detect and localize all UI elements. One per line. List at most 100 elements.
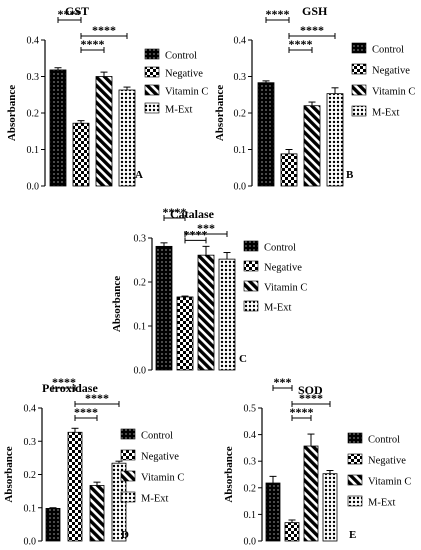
significance-label: **** xyxy=(266,7,290,21)
legend-label: Control xyxy=(141,431,173,442)
legend-label: Vitamin C xyxy=(368,477,411,488)
y-axis-label: Absorbance xyxy=(3,446,15,502)
panel-label: E xyxy=(349,529,356,541)
chart-panel-d: Peroxidase0.00.10.20.30.4Absorbance*****… xyxy=(3,375,184,548)
y-axis-label: Absorbance xyxy=(223,446,235,502)
bar-m-ext xyxy=(326,93,344,187)
y-tick-label: 0.2 xyxy=(234,109,247,120)
legend-label: Negative xyxy=(372,66,410,77)
legend-swatch xyxy=(347,495,363,507)
bar-control xyxy=(265,482,281,542)
significance-label: **** xyxy=(52,375,76,389)
legend-swatch xyxy=(144,84,160,96)
y-tick-label: 0.1 xyxy=(134,322,147,333)
significance-label: **** xyxy=(184,227,208,241)
legend-label: Vitamin C xyxy=(165,87,208,98)
panel-label: D xyxy=(121,529,129,541)
panel-label: B xyxy=(346,169,354,181)
legend-label: M-Ext xyxy=(368,498,395,509)
bar-control xyxy=(155,245,173,371)
bar-negative xyxy=(72,122,90,187)
bar-vitamin-c xyxy=(197,254,215,371)
y-tick-label: 0.2 xyxy=(27,109,40,120)
significance-label: **** xyxy=(81,37,105,51)
significance-label: **** xyxy=(300,23,324,37)
legend-swatch xyxy=(351,84,367,96)
panel-label: A xyxy=(135,169,143,181)
legend-label: Control xyxy=(165,51,197,62)
y-tick-label: 0.1 xyxy=(244,510,257,521)
significance-label: *** xyxy=(274,375,292,389)
legend-swatch xyxy=(144,102,160,114)
legend-swatch xyxy=(351,63,367,75)
legend-swatch xyxy=(120,428,136,440)
significance-label: **** xyxy=(289,37,313,51)
y-tick-label: 0.1 xyxy=(24,503,37,514)
legend-swatch xyxy=(120,470,136,482)
chart-panel-b: GSH0.00.10.20.30.4Absorbance************… xyxy=(214,4,415,193)
significance-label: *** xyxy=(197,221,215,235)
chart-title: SOD xyxy=(298,383,323,397)
y-tick-label: 0.3 xyxy=(24,437,37,448)
y-tick-label: 0.4 xyxy=(244,430,257,441)
bar-m-ext xyxy=(118,89,136,187)
y-tick-label: 0.2 xyxy=(244,483,257,494)
legend-swatch xyxy=(243,280,259,292)
y-tick-label: 0.1 xyxy=(27,145,40,156)
y-tick-label: 0.3 xyxy=(134,234,147,245)
legend-label: Vitamin C xyxy=(141,473,184,484)
legend-label: Negative xyxy=(165,69,203,80)
bar-negative xyxy=(67,431,83,542)
chart-panel-c: Catalase0.00.10.20.3Absorbance**********… xyxy=(111,205,307,377)
legend-label: Negative xyxy=(141,452,179,463)
chart-panel-a: GST0.00.10.20.30.4Absorbance************… xyxy=(6,4,208,193)
legend-label: M-Ext xyxy=(165,105,192,116)
legend-swatch xyxy=(347,432,363,444)
y-tick-label: 0.5 xyxy=(244,404,257,415)
significance-label: **** xyxy=(299,391,323,405)
significance-label: **** xyxy=(85,391,109,405)
chart-panel-e: SOD0.00.10.20.30.40.5Absorbance*********… xyxy=(223,375,411,548)
y-tick-label: 0.4 xyxy=(24,404,37,415)
y-tick-label: 0.0 xyxy=(24,537,37,548)
legend-label: Vitamin C xyxy=(372,87,415,98)
legend-swatch xyxy=(120,491,136,503)
bar-vitamin-c xyxy=(89,485,105,542)
bar-control xyxy=(45,508,61,542)
legend-swatch xyxy=(144,48,160,60)
y-tick-label: 0.2 xyxy=(134,278,147,289)
legend-label: M-Ext xyxy=(372,108,399,119)
bar-negative xyxy=(280,153,298,187)
legend-label: M-Ext xyxy=(141,494,168,505)
bar-vitamin-c xyxy=(303,445,319,542)
legend-label: Control xyxy=(372,45,404,56)
legend-label: Vitamin C xyxy=(264,283,307,294)
significance-label: **** xyxy=(74,405,98,419)
bar-vitamin-c xyxy=(303,105,321,187)
legend-swatch xyxy=(243,260,259,272)
significance-label: **** xyxy=(58,7,82,21)
legend-swatch xyxy=(144,66,160,78)
legend-label: Control xyxy=(368,435,400,446)
significance-label: **** xyxy=(92,23,116,37)
y-tick-label: 0.0 xyxy=(234,182,247,193)
y-tick-label: 0.3 xyxy=(244,457,257,468)
legend-swatch xyxy=(243,300,259,312)
y-tick-label: 0.1 xyxy=(234,145,247,156)
y-tick-label: 0.3 xyxy=(27,72,40,83)
significance-label: **** xyxy=(290,405,314,419)
y-tick-label: 0.4 xyxy=(27,36,40,47)
legend-label: M-Ext xyxy=(264,303,291,314)
y-tick-label: 0.3 xyxy=(234,72,247,83)
legend-swatch xyxy=(243,240,259,252)
legend-label: Control xyxy=(264,243,296,254)
legend-swatch xyxy=(120,449,136,461)
legend-swatch xyxy=(347,474,363,486)
y-axis-label: Absorbance xyxy=(214,85,226,141)
bar-negative xyxy=(176,296,194,371)
legend-swatch xyxy=(351,42,367,54)
y-tick-label: 0.2 xyxy=(24,470,37,481)
y-tick-label: 0.0 xyxy=(244,537,257,548)
chart-title: GSH xyxy=(302,4,328,18)
